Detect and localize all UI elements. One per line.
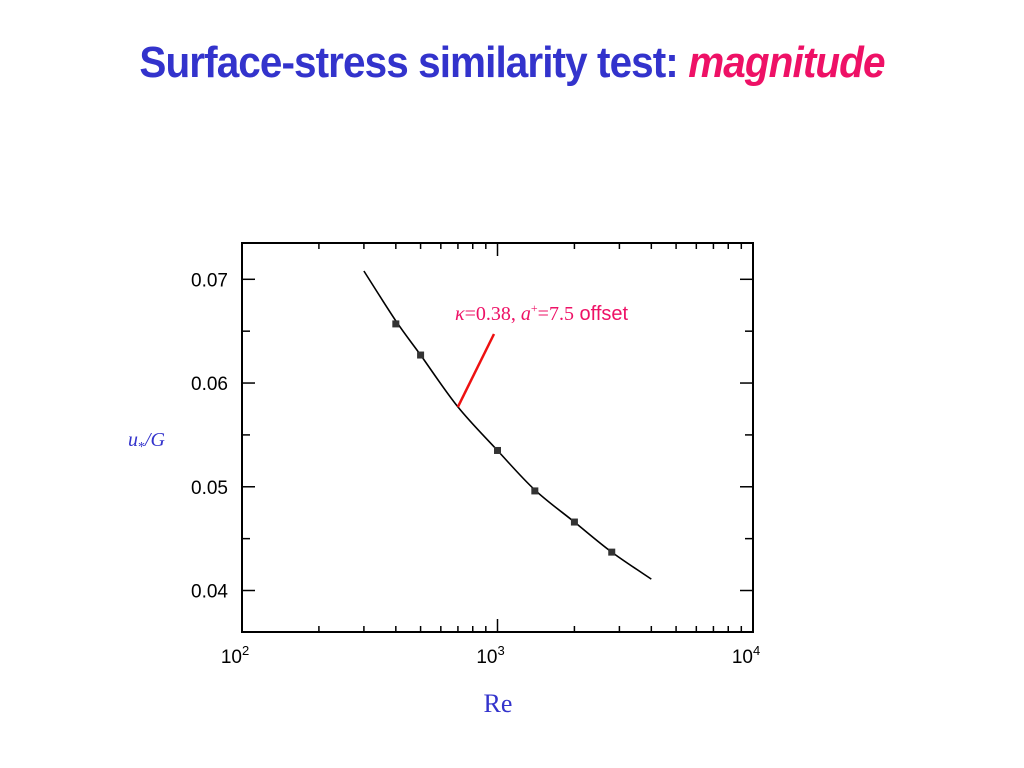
x-tick-label: 104 bbox=[732, 643, 760, 668]
data-point bbox=[494, 446, 501, 454]
data-point bbox=[570, 518, 578, 526]
annotation-a-value: =7.5 bbox=[538, 303, 574, 325]
x-axis-label: Re bbox=[484, 689, 513, 718]
annotation-kappa: κ bbox=[455, 303, 465, 325]
axis-ticks bbox=[242, 243, 753, 632]
data-point bbox=[531, 487, 539, 495]
data-point bbox=[392, 320, 400, 328]
annotation-suffix: offset bbox=[574, 303, 629, 325]
data-point bbox=[417, 351, 425, 359]
x-tick-label: 103 bbox=[476, 643, 504, 668]
title-main: Surface-stress similarity test: bbox=[139, 38, 678, 87]
y-tick-label: 0.06 bbox=[191, 374, 228, 395]
y-axis-label: u*/G bbox=[128, 429, 166, 455]
y-tick-label: 0.05 bbox=[191, 478, 228, 499]
annotation-a: a bbox=[521, 303, 531, 325]
annotation-kappa-value: =0.38, bbox=[465, 303, 521, 325]
plot-frame bbox=[241, 242, 754, 633]
annotation-label: κ=0.38, a+=7.5 offset bbox=[455, 301, 629, 325]
annotation-pointer bbox=[456, 333, 496, 408]
annotation-a-sup: + bbox=[531, 301, 538, 315]
x-tick-labels: 102 103 104 bbox=[221, 643, 760, 668]
y-tick-label: 0.04 bbox=[191, 582, 228, 603]
page-title: Surface-stress similarity test: magnitud… bbox=[41, 38, 983, 88]
y-tick-labels: 0.04 0.05 0.06 0.07 bbox=[191, 270, 228, 602]
title-emphasis: magnitude bbox=[688, 38, 885, 87]
y-tick-label: 0.07 bbox=[191, 270, 228, 291]
data-points bbox=[392, 320, 616, 556]
data-point bbox=[608, 548, 616, 556]
x-tick-label: 102 bbox=[221, 643, 249, 668]
